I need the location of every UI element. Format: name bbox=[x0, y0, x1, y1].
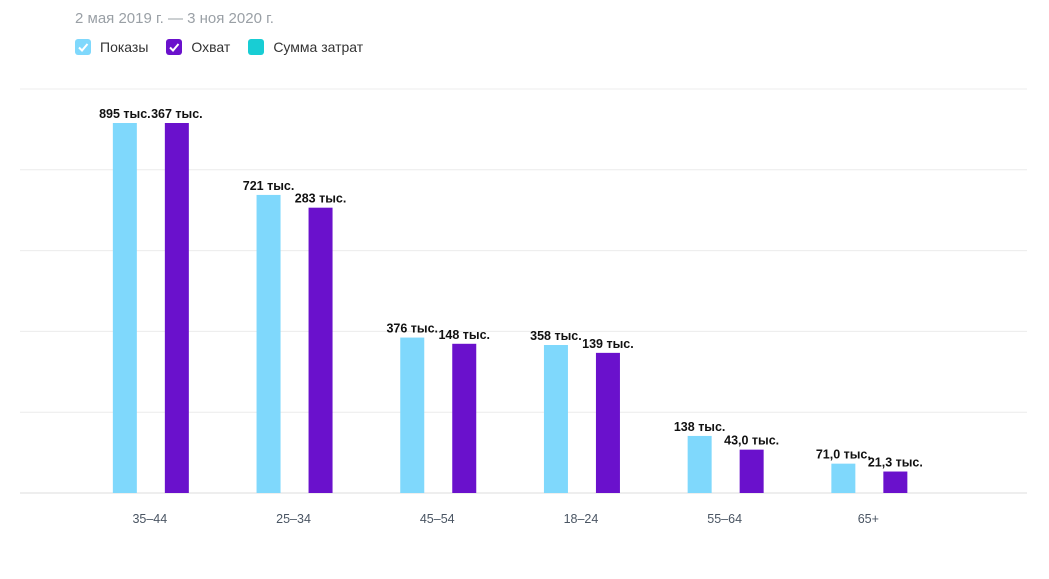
data-label: 283 тыс. bbox=[295, 192, 347, 206]
legend-item-reach[interactable]: Охват bbox=[166, 39, 230, 55]
data-label: 43,0 тыс. bbox=[724, 434, 779, 448]
bar-impressions bbox=[543, 345, 568, 493]
bar-impressions bbox=[256, 194, 281, 493]
legend-label-impressions: Показы bbox=[100, 39, 149, 55]
bar-impressions bbox=[112, 123, 137, 493]
data-label: 21,3 тыс. bbox=[868, 456, 923, 470]
bar-reach bbox=[452, 343, 477, 493]
data-label: 138 тыс. bbox=[674, 420, 726, 434]
bar-reach bbox=[883, 471, 908, 493]
bar-impressions bbox=[400, 337, 425, 493]
x-tick-label: 65+ bbox=[858, 512, 879, 526]
data-label: 148 тыс. bbox=[438, 328, 490, 342]
bar-reach bbox=[308, 207, 333, 493]
data-label: 376 тыс. bbox=[386, 322, 438, 336]
legend-item-spend[interactable]: Сумма затрат bbox=[248, 39, 363, 55]
x-tick-label: 45–54 bbox=[420, 512, 455, 526]
legend: Показы Охват Сумма затрат bbox=[75, 39, 381, 55]
bar-reach bbox=[164, 123, 189, 493]
x-tick-label: 35–44 bbox=[132, 512, 167, 526]
legend-swatch-impressions bbox=[75, 39, 91, 55]
bar-impressions bbox=[831, 463, 856, 493]
bar-impressions bbox=[687, 435, 712, 493]
check-icon bbox=[78, 43, 89, 52]
x-tick-label: 18–24 bbox=[564, 512, 599, 526]
x-tick-label: 25–34 bbox=[276, 512, 311, 526]
data-label: 139 тыс. bbox=[582, 337, 634, 351]
bar-reach bbox=[739, 449, 764, 493]
legend-swatch-reach bbox=[166, 39, 183, 55]
legend-label-reach: Охват bbox=[191, 39, 231, 55]
data-label: 721 тыс. bbox=[243, 179, 295, 193]
legend-item-impressions[interactable]: Показы bbox=[75, 39, 148, 55]
data-label: 358 тыс. bbox=[530, 329, 582, 343]
data-label: 71,0 тыс. bbox=[816, 448, 871, 462]
bar-reach bbox=[595, 352, 620, 493]
x-tick-label: 55–64 bbox=[707, 512, 742, 526]
legend-swatch-spend bbox=[248, 39, 265, 55]
check-icon bbox=[169, 43, 180, 52]
legend-label-spend: Сумма затрат bbox=[273, 39, 364, 55]
data-label: 895 тыс. bbox=[99, 107, 151, 121]
date-range: 2 мая 2019 г. — 3 ноя 2020 г. bbox=[75, 10, 274, 27]
data-label: 367 тыс. bbox=[151, 107, 203, 121]
